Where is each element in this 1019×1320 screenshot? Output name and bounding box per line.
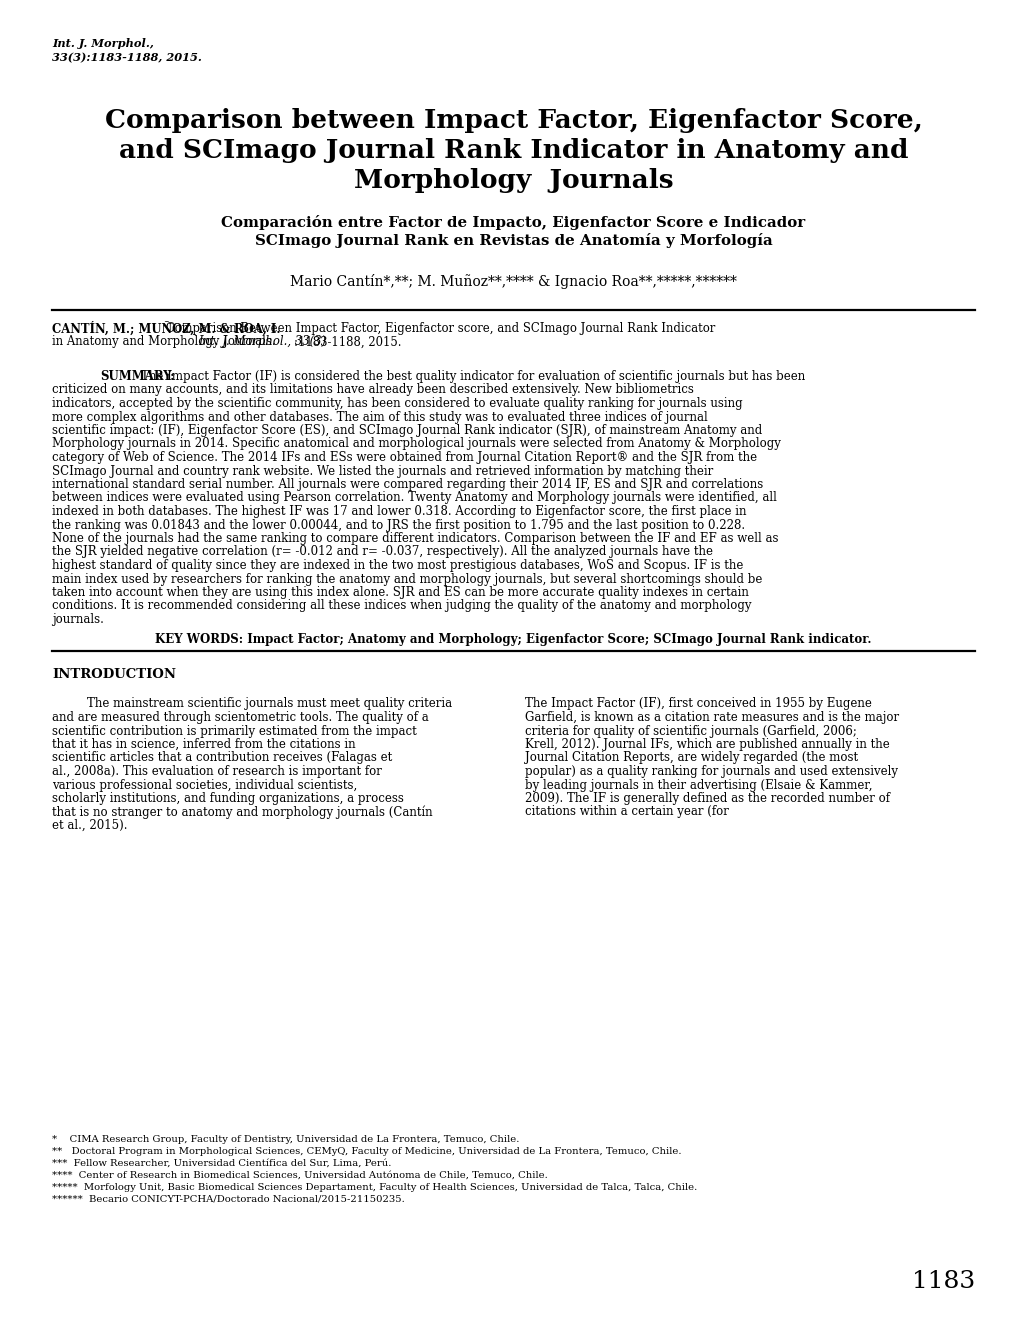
Text: Comparación entre Factor de Impacto, Eigenfactor Score e Indicador: Comparación entre Factor de Impacto, Eig…: [221, 215, 805, 230]
Text: SUMMARY:: SUMMARY:: [100, 370, 174, 383]
Text: 2009). The IF is generally defined as the recorded number of: 2009). The IF is generally defined as th…: [525, 792, 890, 805]
Text: that is no stranger to anatomy and morphology journals (Cantín: that is no stranger to anatomy and morph…: [52, 805, 432, 818]
Text: Morphology  Journals: Morphology Journals: [354, 168, 673, 193]
Text: criticized on many accounts, and its limitations have already been described ext: criticized on many accounts, and its lim…: [52, 384, 693, 396]
Text: between indices were evaluated using Pearson correlation. Twenty Anatomy and Mor: between indices were evaluated using Pea…: [52, 491, 776, 504]
Text: SCImago Journal and country rank website. We listed the journals and retrieved i: SCImago Journal and country rank website…: [52, 465, 712, 478]
Text: international standard serial number. All journals were compared regarding their: international standard serial number. Al…: [52, 478, 762, 491]
Text: None of the journals had the same ranking to compare different indicators. Compa: None of the journals had the same rankin…: [52, 532, 777, 545]
Text: scientific impact: (IF), Eigenfactor Score (ES), and SCImago Journal Rank indica: scientific impact: (IF), Eigenfactor Sco…: [52, 424, 761, 437]
Text: :1183-1188, 2015.: :1183-1188, 2015.: [294, 335, 401, 348]
Text: et al., 2015).: et al., 2015).: [52, 818, 127, 832]
Text: The mainstream scientific journals must meet quality criteria: The mainstream scientific journals must …: [87, 697, 451, 710]
Text: category of Web of Science. The 2014 IFs and ESs were obtained from Journal Cita: category of Web of Science. The 2014 IFs…: [52, 451, 756, 465]
Text: ***  Fellow Researcher, Universidad Científica del Sur, Lima, Perú.: *** Fellow Researcher, Universidad Cient…: [52, 1159, 391, 1168]
Text: Krell, 2012). Journal IFs, which are published annually in the: Krell, 2012). Journal IFs, which are pub…: [525, 738, 889, 751]
Text: the SJR yielded negative correlation (r= -0.012 and r= -0.037, respectively). Al: the SJR yielded negative correlation (r=…: [52, 545, 712, 558]
Text: taken into account when they are using this index alone. SJR and ES can be more : taken into account when they are using t…: [52, 586, 748, 599]
Text: 1183: 1183: [911, 1270, 974, 1294]
Text: Int. J. Morphol.,: Int. J. Morphol.,: [52, 38, 154, 49]
Text: more complex algorithms and other databases. The aim of this study was to evalua: more complex algorithms and other databa…: [52, 411, 707, 424]
Text: INTRODUCTION: INTRODUCTION: [52, 668, 176, 681]
Text: the ranking was 0.01843 and the lower 0.00044, and to JRS the first position to : the ranking was 0.01843 and the lower 0.…: [52, 519, 745, 532]
Text: highest standard of quality since they are indexed in the two most prestigious d: highest standard of quality since they a…: [52, 558, 743, 572]
Text: *****  Morfology Unit, Basic Biomedical Sciences Departament, Faculty of Health : ***** Morfology Unit, Basic Biomedical S…: [52, 1183, 697, 1192]
Text: by leading journals in their advertising (Elsaie & Kammer,: by leading journals in their advertising…: [525, 779, 871, 792]
Text: indexed in both databases. The highest IF was 17 and lower 0.318. According to E: indexed in both databases. The highest I…: [52, 506, 746, 517]
Text: **   Doctoral Program in Morphological Sciences, CEMyQ, Faculty of Medicine, Uni: ** Doctoral Program in Morphological Sci…: [52, 1147, 681, 1156]
Text: main index used by researchers for ranking the anatomy and morphology journals, : main index used by researchers for ranki…: [52, 573, 761, 586]
Text: scholarly institutions, and funding organizations, a process: scholarly institutions, and funding orga…: [52, 792, 404, 805]
Text: Garfield, is known as a citation rate measures and is the major: Garfield, is known as a citation rate me…: [525, 711, 898, 723]
Text: scientific articles that a contribution receives (Falagas et: scientific articles that a contribution …: [52, 751, 392, 764]
Text: Mario Cantín*,**; M. Muñoz**,**** & Ignacio Roa**,*****,******: Mario Cantín*,**; M. Muñoz**,**** & Igna…: [289, 275, 736, 289]
Text: indicators, accepted by the scientific community, has been considered to evaluat: indicators, accepted by the scientific c…: [52, 397, 742, 411]
Text: that it has in science, inferred from the citations in: that it has in science, inferred from th…: [52, 738, 356, 751]
Text: Comparison Between Impact Factor, Eigenfactor score, and SCImago Journal Rank In: Comparison Between Impact Factor, Eigenf…: [162, 322, 714, 335]
Text: popular) as a quality ranking for journals and used extensively: popular) as a quality ranking for journa…: [525, 766, 897, 777]
Text: citations within a certain year (for: citations within a certain year (for: [525, 805, 729, 818]
Text: 33(3):1183-1188, 2015.: 33(3):1183-1188, 2015.: [52, 51, 202, 63]
Text: and are measured through scientometric tools. The quality of a: and are measured through scientometric t…: [52, 711, 428, 723]
Text: KEY WORDS: Impact Factor; Anatomy and Morphology; Eigenfactor Score; SCImago Jou: KEY WORDS: Impact Factor; Anatomy and Mo…: [155, 632, 871, 645]
Text: Int. J. Morphol., 33(3): Int. J. Morphol., 33(3): [198, 335, 325, 348]
Text: al., 2008a). This evaluation of research is important for: al., 2008a). This evaluation of research…: [52, 766, 381, 777]
Text: scientific contribution is primarily estimated from the impact: scientific contribution is primarily est…: [52, 725, 417, 738]
Text: CANTÍN, M.; MUÑOZ, M. & ROA, I.: CANTÍN, M.; MUÑOZ, M. & ROA, I.: [52, 322, 280, 337]
Text: ******  Becario CONICYT-PCHA/Doctorado Nacional/2015-21150235.: ****** Becario CONICYT-PCHA/Doctorado Na…: [52, 1195, 405, 1204]
Text: in Anatomy and Morphology Journals.: in Anatomy and Morphology Journals.: [52, 335, 279, 348]
Text: SCImago Journal Rank en Revistas de Anatomía y Morfología: SCImago Journal Rank en Revistas de Anat…: [255, 234, 771, 248]
Text: Comparison between Impact Factor, Eigenfactor Score,: Comparison between Impact Factor, Eigenf…: [105, 108, 921, 133]
Text: conditions. It is recommended considering all these indices when judging the qua: conditions. It is recommended considerin…: [52, 599, 751, 612]
Text: Morphology journals in 2014. Specific anatomical and morphological journals were: Morphology journals in 2014. Specific an…: [52, 437, 781, 450]
Text: ****  Center of Research in Biomedical Sciences, Universidad Autónoma de Chile, : **** Center of Research in Biomedical Sc…: [52, 1171, 547, 1180]
Text: and SCImago Journal Rank Indicator in Anatomy and: and SCImago Journal Rank Indicator in An…: [118, 139, 907, 162]
Text: criteria for quality of scientific journals (Garfield, 2006;: criteria for quality of scientific journ…: [525, 725, 856, 738]
Text: various professional societies, individual scientists,: various professional societies, individu…: [52, 779, 357, 792]
Text: *    CIMA Research Group, Faculty of Dentistry, Universidad de La Frontera, Temu: * CIMA Research Group, Faculty of Dentis…: [52, 1135, 519, 1144]
Text: Journal Citation Reports, are widely regarded (the most: Journal Citation Reports, are widely reg…: [525, 751, 857, 764]
Text: The Impact Factor (IF), first conceived in 1955 by Eugene: The Impact Factor (IF), first conceived …: [525, 697, 871, 710]
Text: journals.: journals.: [52, 612, 104, 626]
Text: The Impact Factor (IF) is considered the best quality indicator for evaluation o: The Impact Factor (IF) is considered the…: [141, 370, 804, 383]
